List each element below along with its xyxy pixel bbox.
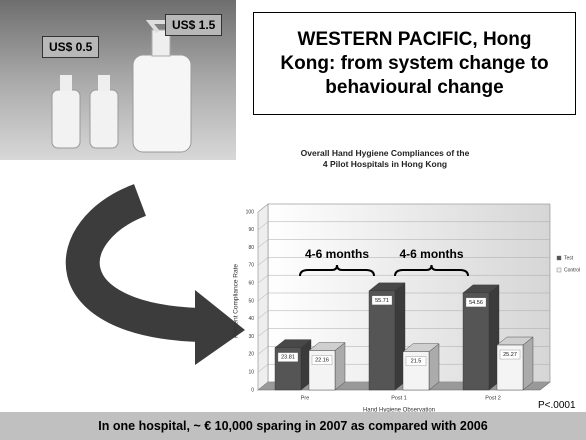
y-tick-label: 50 (248, 298, 254, 304)
value-label: 21.5 (411, 359, 422, 365)
legend-label: Control (564, 267, 580, 273)
y-tick-label: 100 (246, 209, 255, 215)
annotation: 4-6 months (399, 247, 463, 261)
bar-side (335, 343, 345, 390)
legend-label: Test (564, 255, 574, 261)
chart: 0 10 20 30 40 50 60 70 80 90 100 Percent Compliance… (233, 204, 580, 414)
x-tick-label: Post 2 (485, 395, 501, 401)
bar (463, 293, 489, 390)
value-label: 23.81 (281, 355, 295, 361)
y-tick-label: 30 (248, 334, 254, 340)
slide: {"slide":{"heading":"WESTERN PACIFIC, Ho… (0, 0, 586, 440)
heading: WESTERN PACIFIC, Hong Kong: from system … (253, 12, 576, 115)
curved-arrow (83, 200, 245, 365)
y-tick-label: 40 (248, 316, 254, 322)
x-tick-label: Pre (301, 395, 310, 401)
y-tick-label: 60 (248, 281, 254, 287)
value-label: 54.56 (469, 300, 483, 306)
legend-swatch (557, 256, 561, 260)
price-label: US$ 1.5 (165, 14, 222, 36)
annotation: 4-6 months (305, 247, 369, 261)
price-label: US$ 0.5 (42, 36, 99, 58)
value-label: 25.27 (503, 352, 517, 358)
p-value: P<.0001 (538, 400, 576, 411)
x-tick-label: Post 1 (391, 395, 407, 401)
value-label: 22.16 (315, 358, 329, 364)
legend-swatch (557, 268, 561, 272)
bar (369, 291, 395, 390)
y-tick-label: 90 (248, 227, 254, 233)
y-axis-label: Percent Compliance Rate (233, 264, 240, 338)
y-tick-label: 20 (248, 352, 254, 358)
chart-title: Overall Hand Hygiene Compliances of the … (300, 148, 470, 170)
y-tick-label: 0 (251, 387, 254, 393)
y-tick-label: 80 (248, 245, 254, 251)
y-tick-label: 70 (248, 263, 254, 269)
footer: In one hospital, ~ € 10,000 sparing in 2… (0, 412, 586, 440)
y-tick-label: 10 (248, 370, 254, 376)
bar-side (523, 337, 533, 390)
value-label: 55.71 (375, 298, 389, 304)
